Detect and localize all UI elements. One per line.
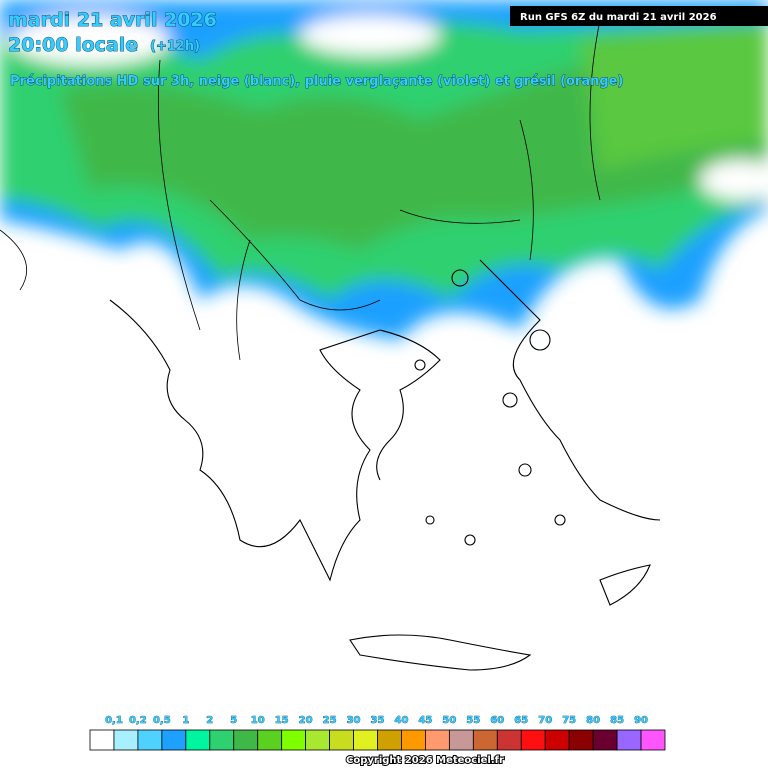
legend-swatch — [329, 729, 354, 751]
legend-label: 5 — [230, 715, 237, 726]
legend-label: 90 — [634, 715, 648, 726]
legend-label: 0,5 — [153, 715, 171, 726]
run-banner — [510, 6, 768, 26]
legend-swatch — [281, 729, 307, 751]
legend-swatch — [185, 729, 211, 751]
legend-swatch — [209, 729, 235, 751]
precipitation-field — [0, 0, 768, 340]
legend-swatch — [377, 729, 402, 751]
date-label: mardi 21 avril 2026 — [8, 9, 217, 31]
legend-swatch — [233, 729, 259, 751]
legend-label: 75 — [562, 715, 576, 726]
legend-swatch — [305, 729, 330, 751]
legend-swatch — [592, 729, 618, 751]
map-subtitle: Précipitations HD sur 3h, neige (blanc),… — [10, 74, 623, 89]
legend-label: 55 — [466, 715, 480, 726]
legend-swatch — [544, 729, 570, 751]
legend-label: 25 — [323, 715, 337, 726]
legend-label: 2 — [206, 715, 213, 726]
legend-label: 35 — [371, 715, 385, 726]
legend-swatch — [353, 729, 378, 751]
run-label: Run GFS 6Z du mardi 21 avril 2026 — [520, 12, 717, 23]
legend-label: 0,2 — [129, 715, 147, 726]
legend-label: 10 — [251, 715, 265, 726]
legend-label: 60 — [490, 715, 504, 726]
legend-label: 1 — [182, 715, 189, 726]
legend-swatch — [472, 729, 498, 751]
legend-swatch — [568, 729, 594, 751]
legend-label: 30 — [347, 715, 361, 726]
legend-label: 65 — [514, 715, 528, 726]
legend-label: 45 — [418, 715, 432, 726]
legend-swatch — [425, 729, 450, 751]
legend-swatch — [640, 729, 666, 751]
copyright: Copyright 2026 Meteociel.fr — [346, 755, 504, 766]
legend: 0,1 0,2 0,5 1 2 5 10 15 20 25 30 35 40 45 50 55 60 65 70 75… — [89, 715, 666, 751]
legend-swatch — [448, 729, 474, 751]
legend-label: 20 — [299, 715, 313, 726]
legend-swatch — [89, 729, 115, 751]
legend-swatch — [401, 729, 426, 751]
legend-label: 15 — [275, 715, 289, 726]
coastlines — [0, 19, 661, 671]
time-label: 20:00 locale — [8, 34, 138, 56]
legend-swatch — [137, 729, 163, 751]
legend-label: 50 — [442, 715, 456, 726]
offset-label: (+12h) — [150, 39, 200, 54]
legend-label: 40 — [394, 715, 408, 726]
legend-swatch — [520, 729, 546, 751]
legend-label: 0,1 — [105, 715, 123, 726]
legend-label: 85 — [610, 715, 624, 726]
legend-swatch — [257, 729, 283, 751]
legend-swatch — [616, 729, 642, 751]
legend-label: 80 — [586, 715, 600, 726]
legend-swatch — [113, 729, 139, 751]
legend-label: 70 — [538, 715, 552, 726]
legend-swatch — [496, 729, 522, 751]
legend-swatch — [161, 729, 187, 751]
